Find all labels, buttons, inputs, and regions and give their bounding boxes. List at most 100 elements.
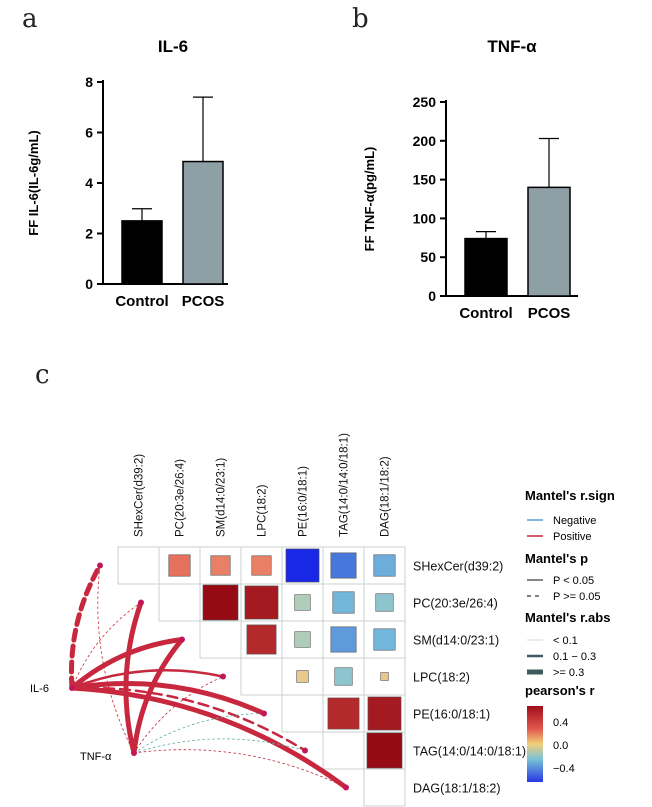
legend-r-tick: 0.0 [553,740,568,752]
legend-sign-title: Mantel's r.sign [525,488,615,503]
row-label: TAG(14:0/14:0/18:1) [413,745,526,759]
il6-ytick-label: 8 [85,74,93,90]
correlation-square [330,626,357,653]
il6-bar-pcos [182,160,224,285]
il6-xtick-label: PCOS [182,293,225,310]
row-label: PC(20:3e/26:4) [413,597,498,611]
correlation-square [380,672,389,681]
legend-rabs-label: < 0.1 [553,635,578,647]
il6-ylabel: FF IL-6(IL-6g/mL) [26,130,41,235]
tnf-xtick-label: Control [459,305,512,322]
correlation-square [334,667,353,686]
column-label: TAG(14:0/14:0/18:1) [339,433,351,537]
source-label-il6: IL-6 [30,683,49,695]
legend-r-tick: 0.4 [553,717,568,729]
mantel-link [70,668,225,690]
mantel-link [123,600,144,756]
row-label: LPC(18:2) [413,671,470,685]
column-label: PE(16:0/18:1) [298,466,310,537]
mantel-link [97,565,135,754]
heatmap-cell [158,583,201,622]
correlation-square [366,732,403,769]
panel-b-label: b [352,4,369,34]
legend-r-colorbar [527,706,543,782]
correlation-square [367,696,402,731]
tnf-ytick-label: 100 [413,210,437,226]
correlation-square [373,554,396,577]
legend-rabs-label: >= 0.3 [553,667,584,679]
legend-sign-label: Positive [553,531,592,543]
column-label: PC(20:3e/26:4) [175,459,187,537]
tnf-ytick-label: 200 [413,133,437,149]
heatmap-cell [199,620,242,659]
variable-node [138,599,144,606]
heatmap-cell [281,694,324,733]
variable-node [261,710,267,717]
column-label: SHexCer(d39:2) [134,454,146,537]
correlation-square [332,591,355,614]
il6-bar-control [121,220,163,285]
column-label: DAG(18:1/18:2) [380,456,392,537]
mantel-link [131,637,185,756]
variable-node [97,562,103,569]
correlation-square [375,593,394,612]
mantel-link [69,685,349,790]
panel-c-label: c [35,360,50,390]
tnf-title: TNF-α [487,37,537,56]
heatmap-cell [240,657,283,696]
variable-node [343,784,349,791]
tnf-bar-pcos [527,186,571,297]
source-label-tnf: TNF-α [80,751,112,763]
mantel-link [133,676,224,754]
correlation-square [251,555,272,576]
variable-node [302,747,308,754]
tnf-ylabel: FF TNF-α(pg/mL) [362,147,377,252]
correlation-square [285,548,320,583]
mantel-link [71,602,142,689]
tnf-xtick-label: PCOS [528,305,571,322]
il6-title: IL-6 [158,37,188,56]
mantel-link [133,713,265,754]
row-label: PE(16:0/18:1) [413,708,490,722]
column-label: LPC(18:2) [257,484,269,537]
tnf-ytick-label: 150 [413,172,437,188]
il6-ytick-label: 6 [85,125,93,141]
heatmap-cell [322,731,365,770]
mantel-link [133,738,306,754]
legend-rabs-title: Mantel's r.abs [525,610,610,625]
il6-xtick-label: Control [115,293,168,310]
legend-r-tick: −0.4 [553,763,575,775]
legend-p-title: Mantel's p [525,551,588,566]
tnf-ytick-label: 50 [420,249,436,265]
mantel-link [69,681,267,716]
source-node [69,685,75,691]
row-label: SHexCer(d39:2) [413,560,503,574]
correlation-square [168,554,191,577]
row-label: DAG(18:1/18:2) [413,782,501,796]
heatmap-cell [363,768,406,807]
panel-a-label: a [22,4,38,34]
il6-ytick-label: 2 [85,226,93,242]
column-label: SM(d14:0/23:1) [216,458,228,537]
correlation-square [294,631,311,648]
tnf-ytick-label: 250 [413,94,437,110]
legend-rabs-label: 0.1 − 0.3 [553,651,596,663]
correlation-square [246,624,277,655]
correlation-square [244,585,279,620]
il6-ytick-label: 0 [85,276,93,292]
mantel-link [69,637,185,691]
correlation-square [202,584,239,621]
correlation-square [330,552,357,579]
mantel-link [69,563,103,691]
tnf-bar-control [464,237,508,297]
legend-r-title: pearson's r [525,683,595,698]
correlation-square [327,697,360,730]
correlation-square [294,594,311,611]
source-node [131,750,137,756]
variable-node [220,673,226,680]
mantel-link [133,749,347,788]
heatmap-cell [117,546,160,585]
variable-node [179,636,185,643]
il6-ytick-label: 4 [85,175,93,191]
